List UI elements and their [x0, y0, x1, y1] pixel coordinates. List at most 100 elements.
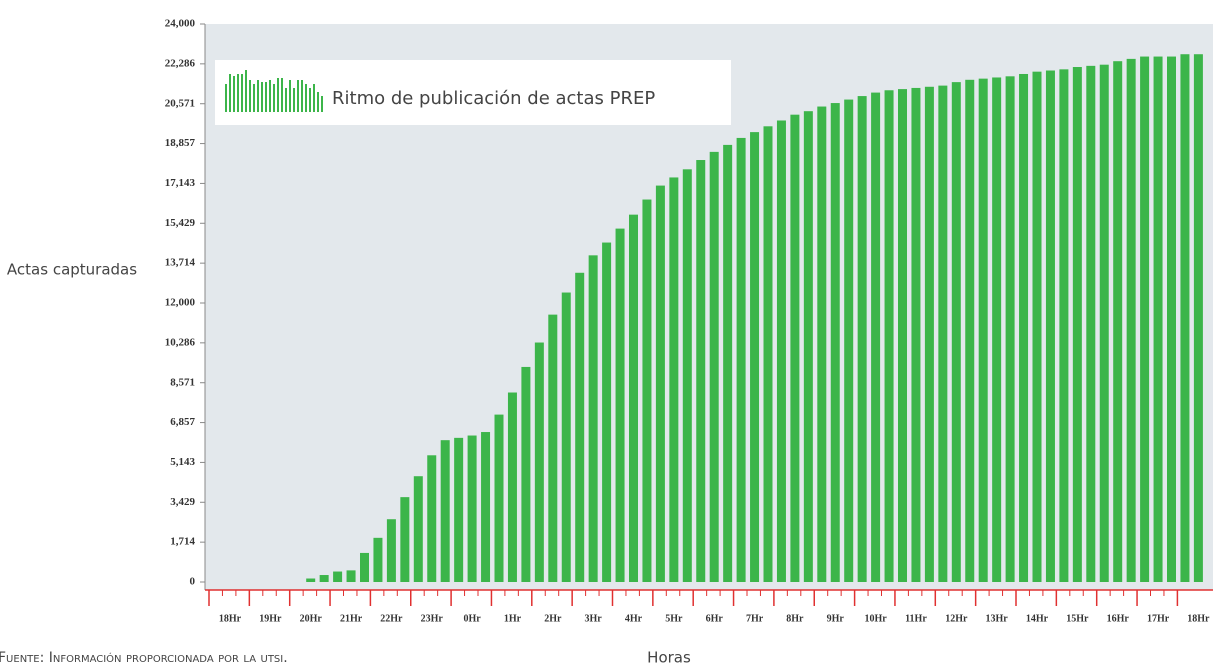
y-axis-label: Actas capturadas — [7, 261, 137, 279]
legend-icon — [225, 70, 323, 112]
bar — [467, 435, 477, 582]
bar — [1126, 58, 1136, 582]
bar — [924, 86, 934, 583]
x-tick-label: 7Hr — [746, 613, 764, 624]
bar — [1005, 76, 1015, 582]
x-tick-label: 20Hr — [300, 613, 323, 624]
x-tick-label: 21Hr — [340, 613, 363, 624]
bar — [534, 342, 544, 582]
bar — [830, 103, 840, 583]
bar — [682, 169, 692, 582]
bar — [588, 255, 598, 582]
bar — [844, 99, 854, 582]
legend-label: Ritmo de publicación de actas PREP — [332, 88, 655, 109]
bar — [507, 392, 517, 582]
bar — [360, 552, 369, 582]
x-tick-label: 15Hr — [1066, 613, 1089, 624]
y-tick-label: 12,000 — [165, 297, 196, 309]
bar — [1180, 54, 1190, 583]
bar — [521, 366, 531, 582]
bar — [575, 272, 585, 582]
bar — [306, 578, 316, 582]
y-tick-label: 8,571 — [170, 376, 195, 388]
y-tick-label: 10,286 — [165, 336, 196, 348]
bar — [884, 90, 894, 582]
bar — [602, 242, 612, 583]
bar — [373, 537, 383, 582]
bar — [615, 228, 625, 582]
bar — [723, 144, 733, 582]
bar — [978, 78, 988, 582]
bar — [386, 519, 396, 582]
bar — [817, 106, 827, 582]
bar — [938, 85, 948, 583]
bar — [709, 151, 719, 582]
y-tick-label: 0 — [190, 576, 196, 588]
x-tick-label: 18Hr — [1187, 613, 1210, 624]
x-tick-label: 4Hr — [625, 613, 643, 624]
y-tick-label: 3,429 — [170, 496, 195, 508]
bar — [494, 414, 504, 582]
y-tick-label: 17,143 — [165, 177, 196, 189]
bar — [750, 132, 760, 583]
x-tick-label: 16Hr — [1107, 613, 1130, 624]
bar — [803, 111, 813, 582]
bar — [1086, 65, 1096, 583]
bar — [333, 571, 343, 582]
bar — [1113, 61, 1123, 582]
bar — [1072, 67, 1082, 582]
x-tick-label: 17Hr — [1147, 613, 1170, 624]
x-tick-label: 23Hr — [421, 613, 444, 624]
x-tick-label: 22Hr — [380, 613, 403, 624]
x-axis-label: Horas — [647, 649, 691, 666]
bar — [763, 126, 773, 583]
bar — [413, 476, 423, 582]
bar — [1059, 69, 1069, 582]
bar — [951, 82, 961, 582]
bar — [1045, 70, 1055, 582]
bar — [629, 214, 638, 582]
bar — [736, 137, 746, 583]
x-tick-label: 8Hr — [786, 613, 804, 624]
y-tick-label: 24,000 — [165, 18, 196, 30]
bar — [1099, 64, 1109, 582]
x-tick-label: 2Hr — [544, 613, 562, 624]
x-tick-label: 13Hr — [986, 613, 1009, 624]
x-tick-label: 14Hr — [1026, 613, 1049, 624]
x-tick-label: 6Hr — [706, 613, 724, 624]
bar — [548, 314, 558, 582]
bar — [696, 160, 706, 582]
bar — [1167, 56, 1176, 583]
x-tick-label: 0Hr — [463, 613, 481, 624]
y-tick-label: 6,857 — [170, 416, 195, 428]
x-tick-label: 9Hr — [827, 613, 845, 624]
bar — [1019, 73, 1029, 583]
source-note: Fuente: Información proporcionada por la… — [0, 650, 288, 666]
bar — [669, 177, 679, 582]
x-tick-label: 11Hr — [905, 613, 927, 624]
x-tick-label: 18Hr — [219, 613, 242, 624]
bar — [1140, 56, 1150, 583]
bar — [790, 114, 800, 583]
bar — [898, 89, 907, 582]
bar — [965, 79, 975, 583]
bar — [346, 570, 356, 582]
x-tick-label: 5Hr — [665, 613, 683, 624]
bar — [642, 199, 652, 582]
bar — [481, 432, 491, 582]
bar — [427, 455, 437, 582]
x-tick-label: 12Hr — [945, 613, 968, 624]
y-tick-label: 1,714 — [170, 536, 195, 548]
bar — [400, 497, 410, 582]
bar — [1193, 54, 1203, 583]
bar — [871, 92, 881, 583]
x-tick-label: 1Hr — [504, 613, 522, 624]
y-tick-label: 5,143 — [170, 456, 195, 468]
legend: Ritmo de publicación de actas PREP — [215, 60, 731, 125]
y-tick-label: 15,429 — [165, 217, 196, 229]
bar — [1153, 56, 1163, 583]
y-tick-label: 22,286 — [165, 57, 196, 69]
bar — [911, 87, 921, 582]
bar — [655, 185, 665, 582]
